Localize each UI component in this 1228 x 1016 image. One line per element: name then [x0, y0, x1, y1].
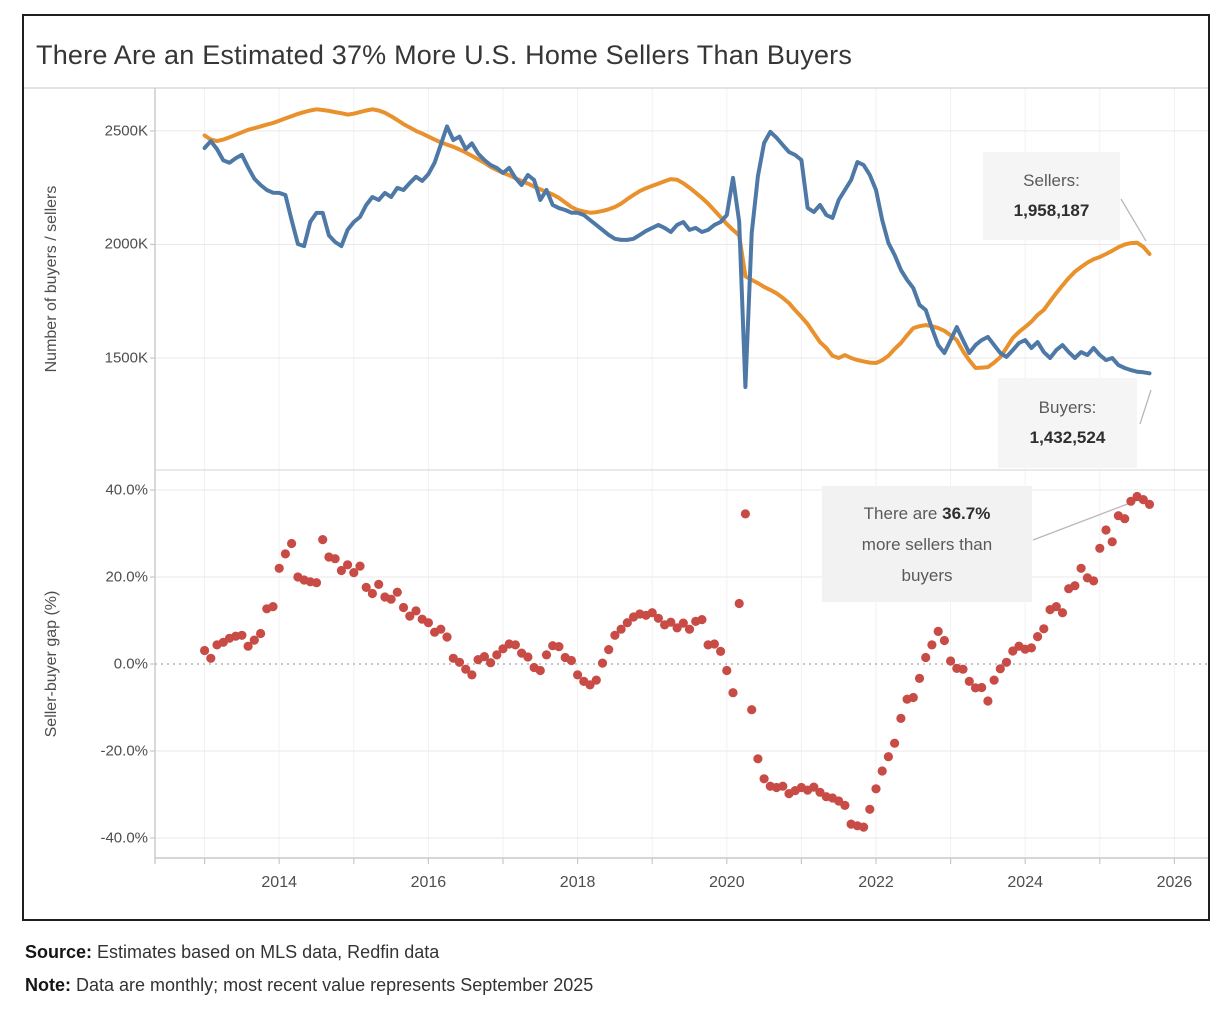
y-tick-label: 0.0%	[113, 655, 148, 673]
y-tick-label: 2500K	[104, 122, 148, 140]
sellers-line	[202, 107, 1152, 370]
gap-callout: There are 36.7% more sellers than buyers	[822, 486, 1032, 602]
sellers-callout-value: 1,958,187	[1013, 201, 1090, 220]
y-tick-label: 40.0%	[105, 481, 148, 499]
y-tick-label: 20.0%	[105, 568, 148, 586]
x-tick-label: 2024	[1007, 874, 1043, 891]
buyers-callout-label: Buyers:	[1038, 398, 1097, 417]
buyers-callout-value: 1,432,524	[1029, 428, 1106, 447]
x-tick-label: 2014	[261, 874, 297, 891]
page-title: There Are an Estimated 37% More U.S. Hom…	[36, 40, 853, 70]
buyers-line	[202, 124, 1152, 390]
footer: Source: Estimates based on MLS data, Red…	[25, 936, 593, 1002]
note-text: Data are monthly; most recent value repr…	[76, 975, 594, 995]
y-axis-title-top: Number of buyers / sellers	[43, 185, 60, 373]
gridlines	[155, 130, 1208, 839]
gap-scatter	[200, 491, 1155, 832]
y-tick-label: 1500K	[104, 349, 148, 367]
axis-lines	[24, 87, 1208, 864]
callout-leader-lines	[1032, 198, 1152, 541]
y-tick-label: -40.0%	[100, 829, 148, 847]
sellers-callout: Sellers: 1,958,187	[983, 152, 1120, 240]
gap-callout-line2: more sellers than	[861, 534, 993, 554]
source-line: Source: Estimates based on MLS data, Red…	[25, 936, 593, 969]
note-label: Note:	[25, 975, 71, 995]
x-tick-label: 2026	[1156, 874, 1193, 891]
x-tick-label: 2022	[858, 874, 894, 891]
x-tick-label: 2016	[410, 874, 447, 891]
gap-callout-line1: There are 36.7%	[863, 503, 991, 523]
x-tick-label: 2020	[709, 874, 745, 891]
sellers-callout-label: Sellers:	[1023, 171, 1080, 190]
buyers-callout: Buyers: 1,432,524	[998, 378, 1137, 468]
x-tick-label: 2018	[559, 874, 596, 891]
y-tick-label: 2000K	[104, 235, 148, 253]
y-axis-title-bottom: Seller-buyer gap (%)	[43, 590, 60, 738]
gap-callout-line3: buyers	[901, 565, 953, 585]
source-text: Estimates based on MLS data, Redfin data	[97, 942, 440, 962]
source-label: Source:	[25, 942, 93, 962]
note-line: Note: Data are monthly; most recent valu…	[25, 969, 593, 1002]
y-tick-label: -20.0%	[100, 742, 148, 760]
